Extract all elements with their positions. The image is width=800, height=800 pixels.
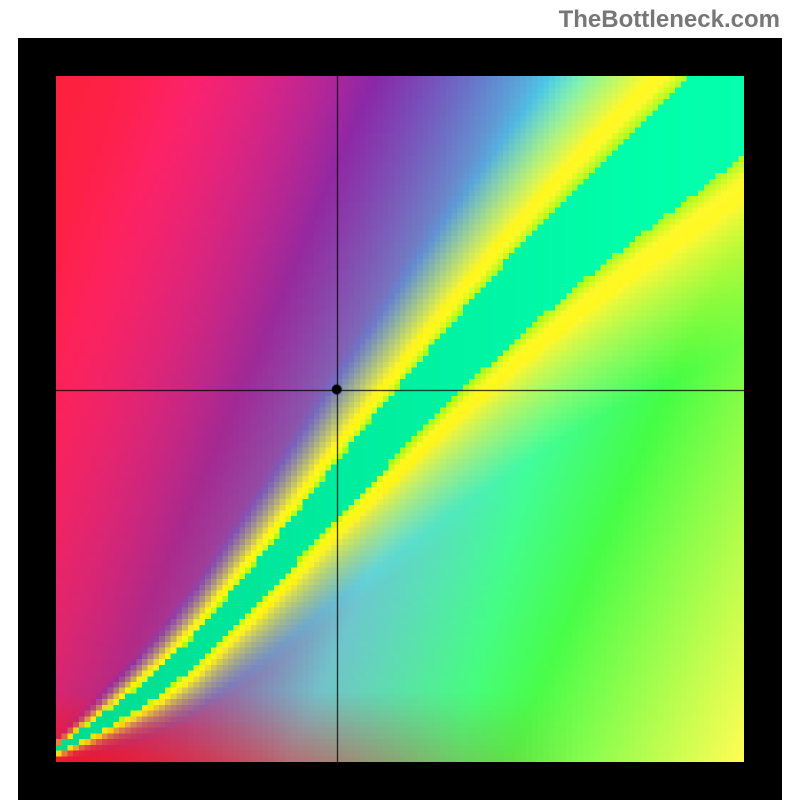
crosshair-overlay: [56, 76, 744, 762]
watermark-text: TheBottleneck.com: [559, 6, 780, 34]
chart-container: TheBottleneck.com: [0, 0, 800, 800]
